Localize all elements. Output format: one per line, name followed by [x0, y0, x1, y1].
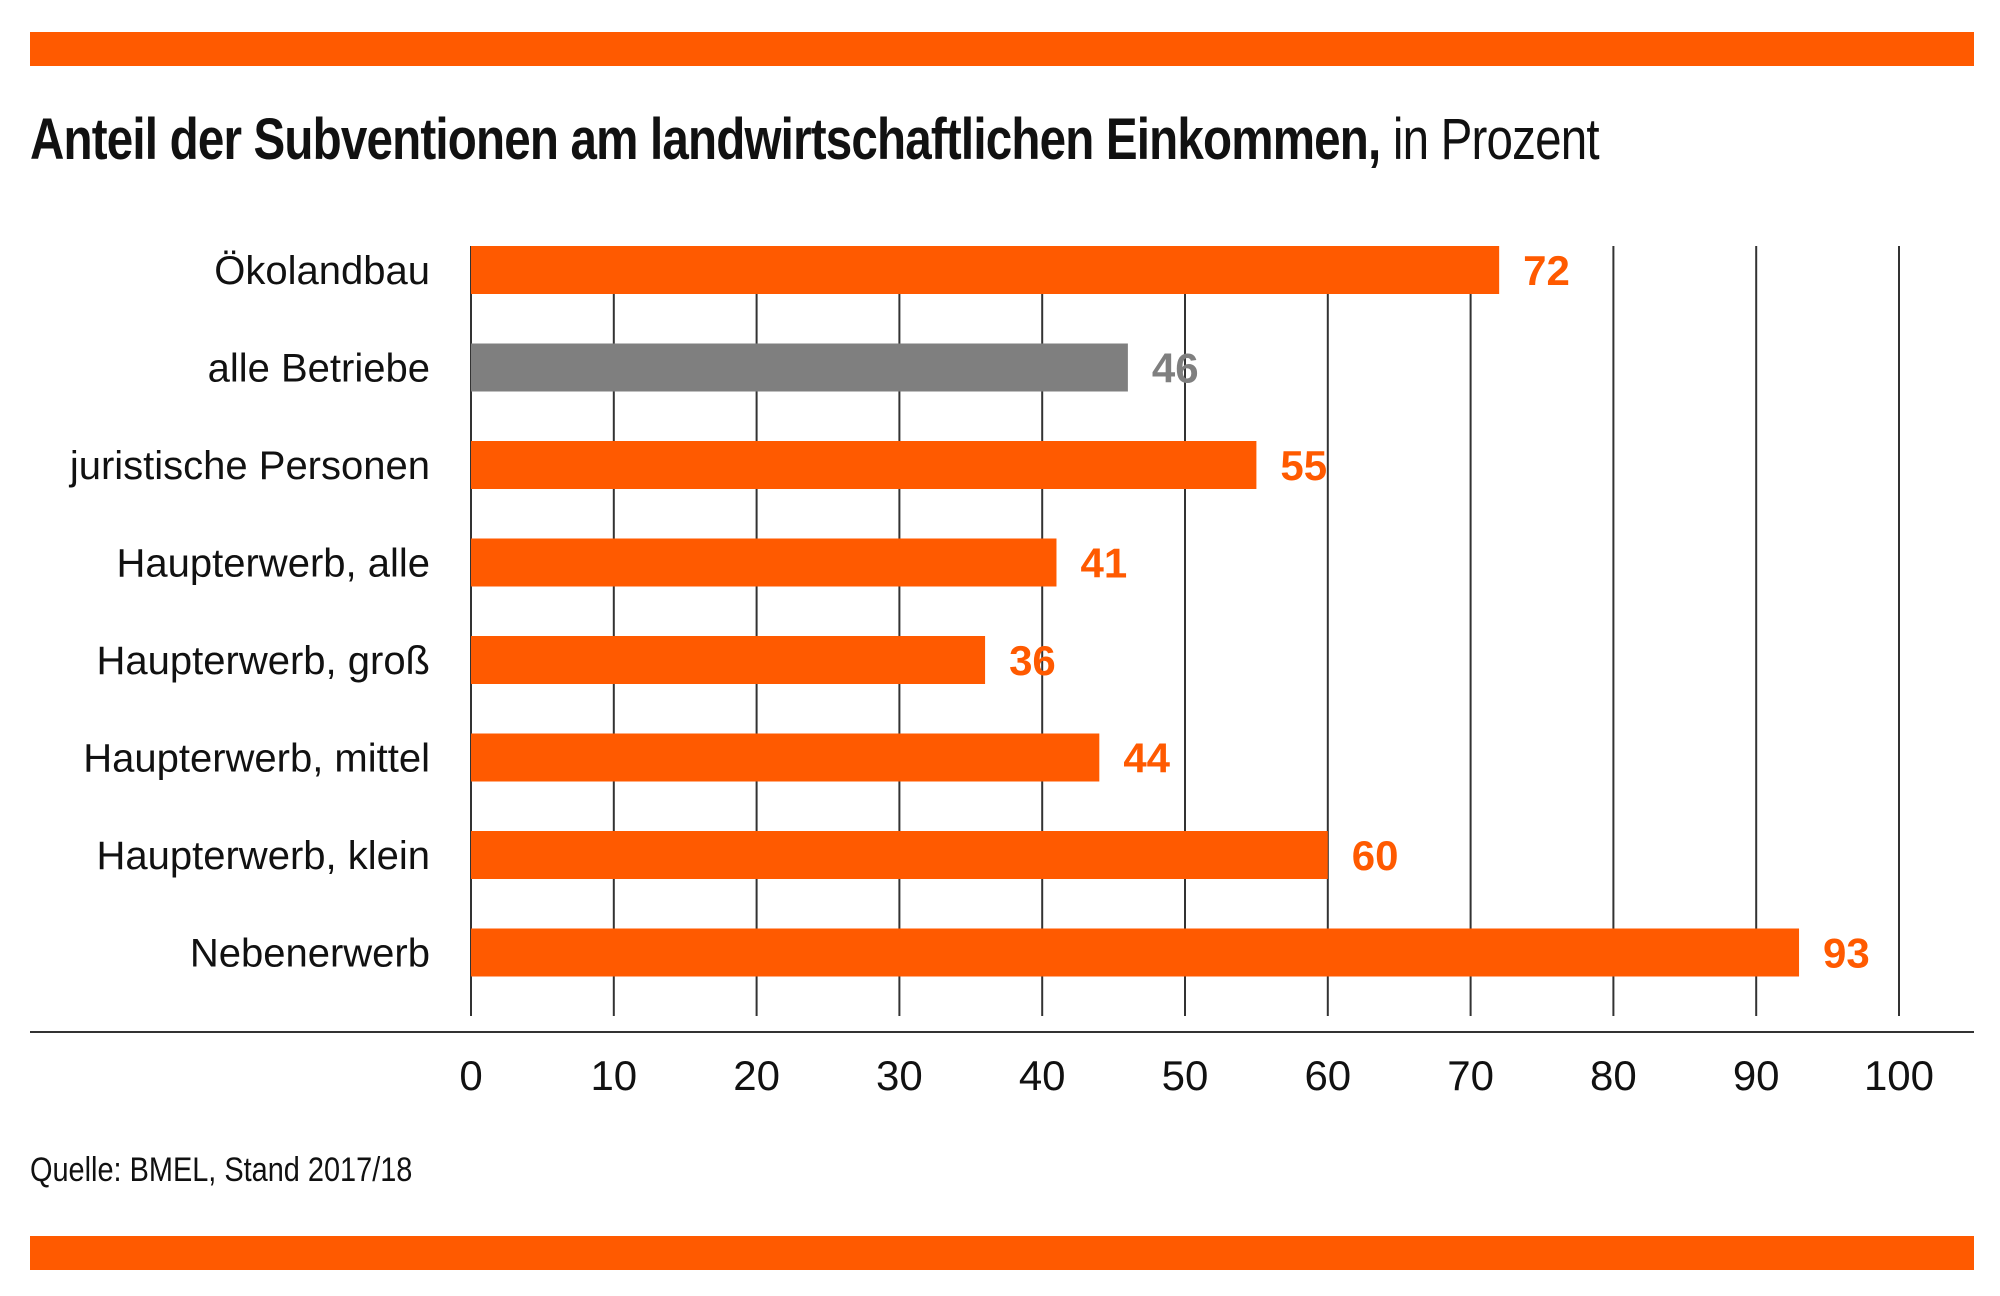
- bar: [471, 636, 986, 684]
- x-tick-label: 20: [733, 1052, 780, 1099]
- category-label: Ökolandbau: [214, 249, 430, 293]
- bar: [471, 246, 1500, 294]
- top-accent-stripe: [30, 32, 1974, 66]
- source-note: Quelle: BMEL, Stand 2017/18: [30, 1151, 413, 1189]
- bar: [471, 928, 1800, 977]
- category-label: Haupterwerb, alle: [117, 542, 431, 586]
- chart-title-unit: in Prozent: [1392, 107, 1600, 172]
- bar: [471, 441, 1257, 489]
- x-tick-label: 0: [459, 1052, 482, 1099]
- x-tick-label: 100: [1864, 1052, 1934, 1099]
- value-label: 46: [1152, 345, 1199, 392]
- value-label: 72: [1523, 247, 1570, 294]
- x-tick-label: 50: [1162, 1052, 1209, 1099]
- category-label: juristische Personen: [69, 444, 430, 488]
- category-label: Nebenerwerb: [190, 932, 430, 976]
- value-label: 44: [1123, 735, 1170, 782]
- x-tick-label: 40: [1019, 1052, 1066, 1099]
- value-label: 41: [1080, 540, 1127, 587]
- bar: [471, 733, 1100, 782]
- value-label: 55: [1280, 442, 1327, 489]
- x-tick-label: 90: [1733, 1052, 1780, 1099]
- bottom-accent-stripe: [30, 1236, 1974, 1270]
- chart-title-main: Anteil der Subventionen am landwirtschaf…: [30, 107, 1381, 172]
- bar: [471, 831, 1328, 879]
- category-label: Haupterwerb, klein: [97, 834, 431, 878]
- x-tick-label: 80: [1590, 1052, 1637, 1099]
- x-tick-label: 60: [1304, 1052, 1351, 1099]
- value-label: 36: [1009, 637, 1056, 684]
- value-label: 60: [1352, 832, 1399, 879]
- bar: [471, 343, 1128, 392]
- category-label: Haupterwerb, mittel: [83, 737, 430, 781]
- chart-title: Anteil der Subventionen am landwirtschaf…: [30, 104, 1600, 176]
- category-label: alle Betriebe: [208, 347, 430, 391]
- category-label: Haupterwerb, groß: [97, 639, 430, 683]
- x-tick-label: 30: [876, 1052, 923, 1099]
- bar: [471, 538, 1057, 587]
- x-tick-label: 70: [1447, 1052, 1494, 1099]
- value-label: 93: [1823, 930, 1870, 977]
- x-tick-label: 10: [590, 1052, 637, 1099]
